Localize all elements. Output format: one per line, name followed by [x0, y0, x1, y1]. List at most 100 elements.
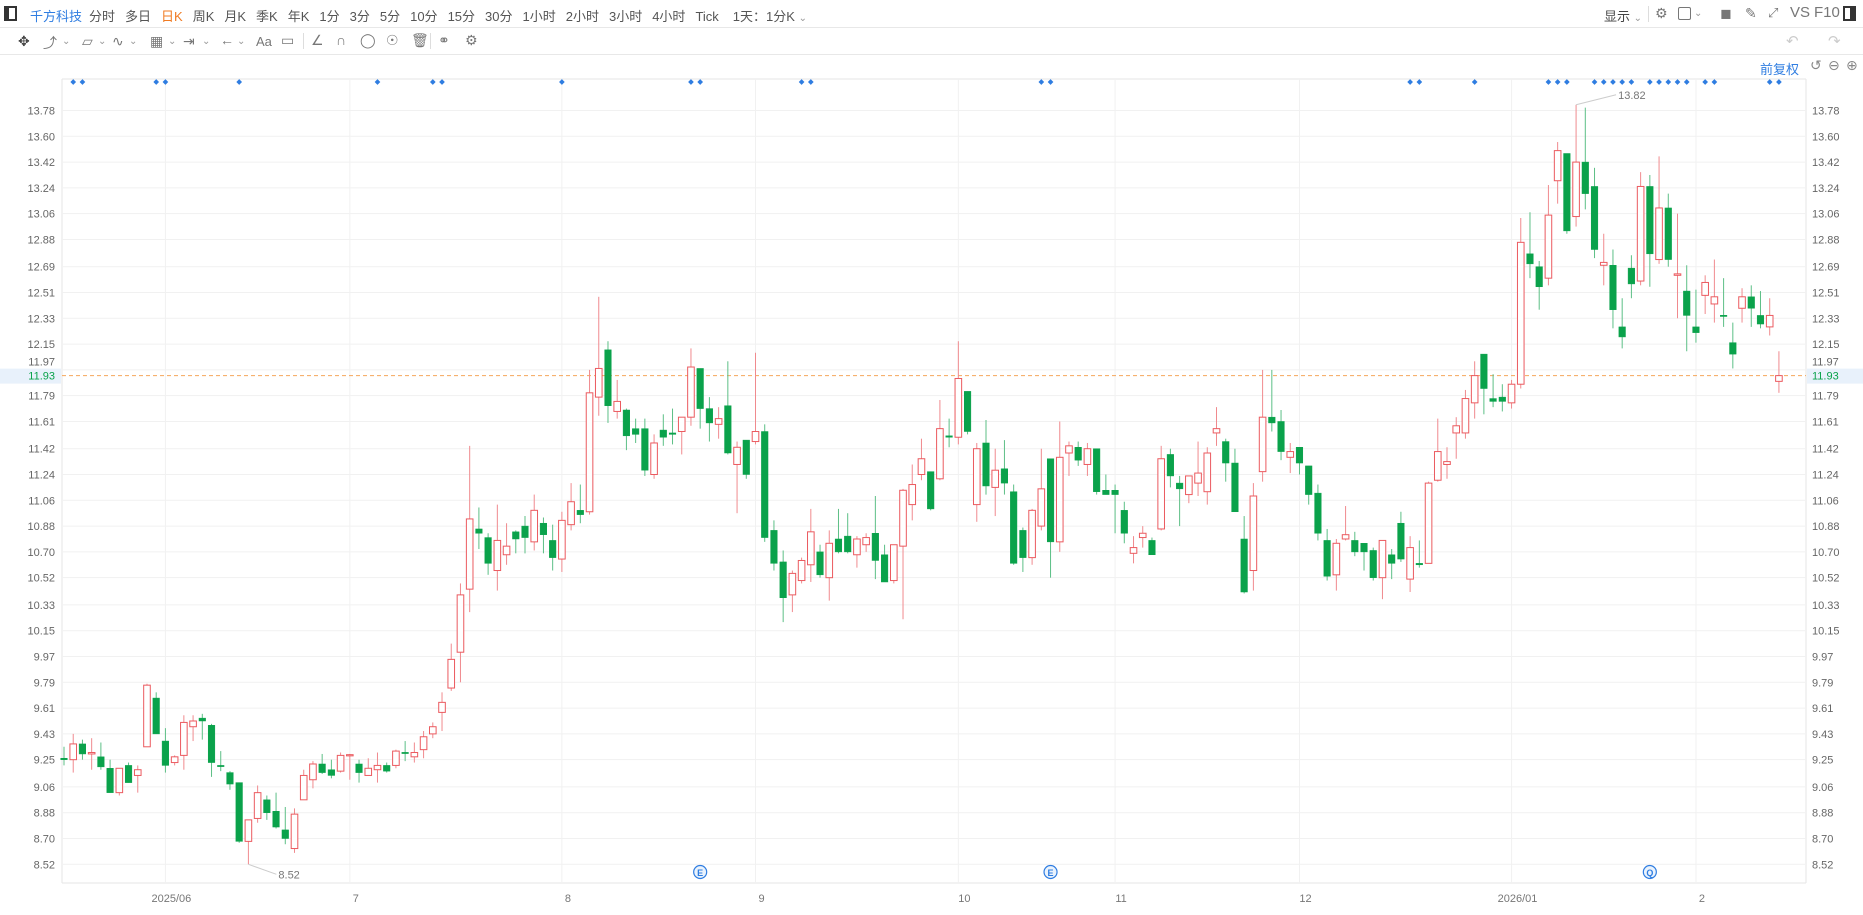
angle-icon[interactable]: ∠: [311, 32, 324, 48]
notice-dot-icon[interactable]: [1610, 79, 1616, 85]
lock-drawings-icon[interactable]: ◯: [360, 32, 376, 48]
price-adjust-button[interactable]: 前复权: [1760, 62, 1800, 77]
f10-button[interactable]: F10: [1814, 4, 1840, 21]
period-tab[interactable]: 30分: [485, 9, 513, 24]
notice-dot-icon[interactable]: [70, 79, 77, 85]
chevron-down-icon[interactable]: ⌄: [129, 36, 138, 47]
notice-dot-icon[interactable]: [1683, 79, 1690, 85]
comment-icon[interactable]: ▭: [281, 32, 295, 48]
period-tab[interactable]: 多日: [125, 9, 152, 24]
period-tab[interactable]: 15分: [447, 9, 476, 24]
fibonacci-tool-icon[interactable]: ▦: [150, 33, 164, 49]
period-tab[interactable]: 5分: [379, 9, 401, 24]
pencil-icon[interactable]: ✎: [1745, 5, 1757, 21]
undo-icon[interactable]: ↶: [1786, 33, 1799, 50]
magnet-icon[interactable]: ∩: [336, 32, 347, 48]
notice-dot-icon[interactable]: [1628, 79, 1635, 85]
notice-dot-icon[interactable]: [153, 79, 160, 85]
zoom-in-icon[interactable]: ⊕: [1846, 57, 1858, 73]
period-tab[interactable]: 季K: [256, 9, 278, 24]
event-marker-icon[interactable]: [1642, 864, 1657, 880]
event-marker-icon[interactable]: [693, 864, 708, 880]
notice-dot-icon[interactable]: [688, 79, 694, 85]
notice-dot-icon[interactable]: [1038, 79, 1045, 85]
notice-dot-icon[interactable]: [79, 79, 86, 85]
notice-dot-icon[interactable]: [236, 79, 243, 85]
line-tool-icon[interactable]: ⤴: [43, 35, 57, 51]
period-tab[interactable]: 1分: [319, 9, 340, 24]
notice-dot-icon[interactable]: [798, 79, 805, 85]
display-menu[interactable]: 显示 ⌄: [1604, 6, 1642, 25]
sidebar-toggle-icon[interactable]: [4, 6, 17, 21]
drawing-settings-icon[interactable]: ⚙: [465, 32, 478, 48]
period-tab[interactable]: 3分: [349, 9, 370, 24]
period-tab[interactable]: 月K: [224, 9, 247, 24]
chevron-down-icon[interactable]: ⌄: [168, 36, 177, 47]
notice-dot-icon[interactable]: [1702, 79, 1708, 85]
notice-dot-icon[interactable]: [1656, 79, 1662, 85]
period-tab[interactable]: 1小时: [522, 9, 556, 24]
period-tab[interactable]: 分时: [89, 9, 116, 24]
fullscreen-icon[interactable]: ⤢: [1768, 5, 1779, 20]
notice-dot-icon[interactable]: [1407, 79, 1413, 85]
notice-dot-icon[interactable]: [1776, 79, 1782, 85]
candle-body: [659, 429, 667, 438]
arrow-tool-icon[interactable]: ←: [220, 32, 234, 48]
period-tab[interactable]: 年K: [287, 9, 310, 24]
settings-gear-icon[interactable]: ⚙: [1655, 5, 1668, 21]
period-tab[interactable]: 4小时: [652, 9, 686, 24]
notice-dot-icon[interactable]: [559, 79, 565, 85]
trash-icon[interactable]: 🗑: [411, 32, 429, 48]
vs-button[interactable]: VS: [1790, 4, 1811, 21]
notice-dot-icon[interactable]: [1647, 79, 1653, 85]
reset-icon[interactable]: ↺: [1810, 57, 1822, 73]
event-marker-icon[interactable]: [1043, 864, 1058, 880]
chevron-down-icon[interactable]: ⌄: [202, 36, 211, 47]
notice-dot-icon[interactable]: [429, 79, 436, 85]
interval-select[interactable]: 1天：1分K ⌄: [733, 6, 807, 25]
notice-dot-icon[interactable]: [374, 79, 381, 85]
notice-dot-icon[interactable]: [1600, 79, 1607, 85]
measure-tool-icon[interactable]: ⇥: [183, 33, 195, 49]
camera-icon[interactable]: ◼: [1720, 5, 1732, 21]
chevron-down-icon[interactable]: ⌄: [62, 36, 71, 47]
notice-dot-icon[interactable]: [439, 79, 445, 85]
notice-dot-icon[interactable]: [1545, 79, 1552, 85]
notice-dot-icon[interactable]: [807, 79, 814, 85]
period-tab[interactable]: 周K: [192, 9, 215, 24]
period-tab[interactable]: 10分: [410, 9, 438, 24]
channel-tool-icon[interactable]: ▱: [82, 33, 93, 49]
period-tab[interactable]: 3小时: [608, 9, 643, 24]
wave-tool-icon[interactable]: ∿: [112, 33, 124, 49]
notice-dot-icon[interactable]: [1416, 79, 1423, 85]
visibility-icon[interactable]: ☉: [386, 32, 399, 48]
notice-dot-icon[interactable]: [162, 79, 169, 85]
notice-dot-icon[interactable]: [697, 79, 704, 85]
period-tab[interactable]: 2小时: [565, 9, 599, 24]
text-tool-icon[interactable]: Aa: [256, 34, 272, 49]
notice-dot-icon[interactable]: [1766, 79, 1773, 85]
layout-square-icon[interactable]: [1678, 7, 1691, 20]
notice-dot-icon[interactable]: [1471, 79, 1478, 85]
period-tab[interactable]: 日K: [161, 9, 183, 24]
notice-dot-icon[interactable]: [1665, 79, 1672, 85]
zoom-out-icon[interactable]: ⊖: [1828, 57, 1840, 73]
right-panel-toggle-icon[interactable]: [1843, 6, 1856, 21]
move-cross-icon[interactable]: ✥: [18, 33, 30, 49]
stock-name[interactable]: 千方科技: [30, 9, 83, 24]
period-tab[interactable]: Tick: [695, 9, 719, 24]
chevron-down-icon[interactable]: ⌄: [1694, 8, 1703, 19]
chevron-down-icon[interactable]: ⌄: [237, 36, 246, 47]
chevron-down-icon[interactable]: ⌄: [98, 36, 107, 47]
notice-dot-icon[interactable]: [1554, 79, 1561, 85]
notice-dot-icon[interactable]: [1711, 79, 1718, 85]
link-circles-icon[interactable]: ⚭: [438, 32, 450, 48]
chevron-down-icon: ⌄: [798, 13, 807, 24]
notice-dot-icon[interactable]: [1591, 79, 1598, 85]
redo-icon[interactable]: ↷: [1828, 33, 1841, 50]
notice-dot-icon[interactable]: [1619, 79, 1626, 85]
notice-dot-icon[interactable]: [1674, 79, 1681, 85]
notice-dot-icon[interactable]: [1564, 79, 1570, 85]
notice-dot-icon[interactable]: [1047, 79, 1054, 85]
